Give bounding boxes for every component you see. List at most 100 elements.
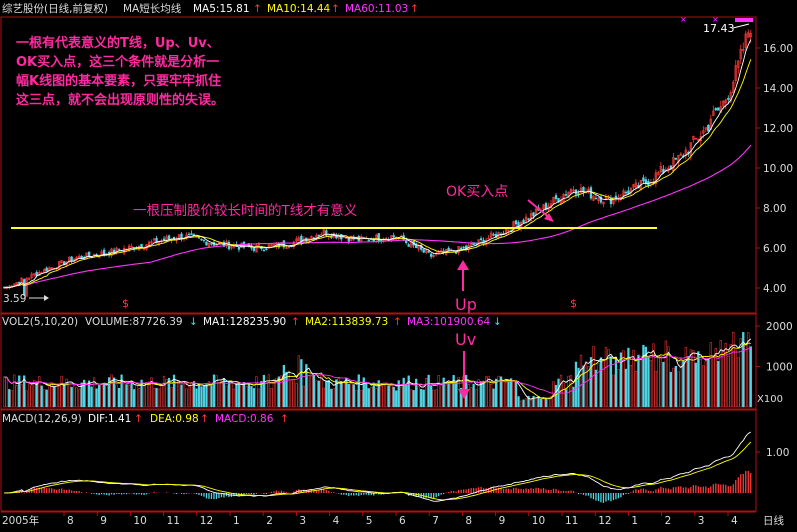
volume-bar xyxy=(202,385,206,408)
volume-bar xyxy=(724,343,727,408)
candle-body xyxy=(417,245,420,250)
volume-bar xyxy=(300,359,303,408)
volume-bar xyxy=(360,390,363,408)
dif-readout: DIF:1.41 xyxy=(88,413,131,425)
candle-body xyxy=(102,249,106,255)
volume-panel: 1000 2000 xyxy=(0,313,793,410)
volume-bar xyxy=(40,385,43,408)
volume-bar xyxy=(547,399,550,408)
volume-bar xyxy=(707,360,710,408)
volume-bar xyxy=(53,386,56,408)
volume-bar xyxy=(657,355,660,408)
candle-body xyxy=(624,191,628,194)
volume-bar xyxy=(142,384,146,408)
volume-bar xyxy=(172,374,176,408)
volume-bar xyxy=(742,332,745,408)
volume-bar xyxy=(612,374,615,408)
volume-bar xyxy=(519,400,523,408)
volume-bar xyxy=(514,382,518,408)
volume-bar xyxy=(554,385,558,408)
candle-body xyxy=(609,197,613,205)
candle-body xyxy=(425,249,428,253)
candle-body xyxy=(292,241,296,247)
volume-bar xyxy=(387,385,390,408)
candle-body xyxy=(654,172,658,184)
candle-body xyxy=(674,157,678,160)
volume-bar xyxy=(50,382,53,408)
volume-bar xyxy=(20,384,23,408)
month-label: 4 xyxy=(731,515,738,527)
volume-bar xyxy=(13,374,16,408)
candle-body xyxy=(15,282,18,285)
macd-arrow-icon: ↑ xyxy=(280,413,289,425)
volume-bar xyxy=(280,375,283,408)
volume-bar xyxy=(642,344,645,408)
macd-panel-frame xyxy=(0,409,757,512)
volume-bar xyxy=(432,389,435,408)
volume-bar xyxy=(532,395,535,408)
volume-bar xyxy=(90,386,93,408)
volume-bar xyxy=(689,349,692,408)
explanation-line-2: OK买入点，这三个条件就是分析一 xyxy=(16,54,219,70)
candle-body xyxy=(367,239,370,242)
candle-body xyxy=(722,100,725,107)
volume-bar xyxy=(420,388,423,408)
volume-bar xyxy=(327,380,330,408)
volume-bar xyxy=(132,389,136,408)
volume-bar xyxy=(714,348,717,408)
ma60-readout: MA60:11.03 xyxy=(345,3,408,15)
volume-tick-label: 1000 xyxy=(766,362,793,374)
volume-bar xyxy=(397,380,400,408)
candle-body xyxy=(167,235,171,240)
price-axis: 4.00 6.00 8.00 10.00 12.00 14.00 16.00 xyxy=(756,43,793,295)
volume-panel-frame xyxy=(0,313,757,410)
candle-body xyxy=(33,273,36,276)
volume-bar xyxy=(362,377,365,408)
volume-bar xyxy=(225,385,228,408)
candle-body xyxy=(267,244,271,249)
volume-bar xyxy=(722,349,725,408)
volume-bar xyxy=(63,383,66,408)
volume-tick-label: 2000 xyxy=(766,321,793,333)
volume-axis: 1000 2000 xyxy=(756,321,793,374)
volume-bar xyxy=(594,369,598,408)
candle-body xyxy=(252,247,256,251)
candle-body xyxy=(172,236,176,240)
volume-bar xyxy=(509,378,513,408)
volume-bar xyxy=(649,360,653,408)
volume-bar xyxy=(562,382,565,408)
candle-body xyxy=(487,237,490,240)
volume-bar xyxy=(247,382,251,408)
volume-bar xyxy=(58,386,61,408)
volume-bar xyxy=(43,389,46,408)
price-tick-label: 4.00 xyxy=(763,283,786,295)
candle-body xyxy=(554,195,558,200)
volume-bar xyxy=(517,396,520,408)
event-marker-icon: $ xyxy=(570,297,577,310)
candle-body xyxy=(85,252,88,259)
volume-bar xyxy=(400,386,403,408)
volume-bar xyxy=(619,352,623,408)
candle-body xyxy=(200,238,203,241)
volume-bar xyxy=(152,388,156,408)
volume-bar xyxy=(587,366,590,408)
top-marker-icon: × xyxy=(680,15,687,24)
volume-bar xyxy=(170,387,173,408)
explanation-line-4: 这三点，就不会出现原则性的失误。 xyxy=(16,92,224,108)
volume-bar xyxy=(302,385,305,408)
volume-bar xyxy=(340,380,343,408)
volume-bar xyxy=(28,383,31,408)
candle-body xyxy=(742,49,745,51)
candle-body xyxy=(202,239,206,242)
volume-bar xyxy=(147,381,151,408)
macd-readout: MACD:0.86 xyxy=(215,413,274,425)
volume-bar xyxy=(97,384,101,408)
volume-bar xyxy=(579,354,583,408)
high-arrow-icon xyxy=(732,23,750,29)
candle-body xyxy=(527,218,530,220)
volume-bar xyxy=(365,381,368,408)
volume-bar xyxy=(749,346,752,408)
volume-bar xyxy=(370,387,373,408)
volume-bar xyxy=(260,381,263,408)
explanation-line-1: 一根有代表意义的T线，Up、Uv、 xyxy=(16,35,220,51)
